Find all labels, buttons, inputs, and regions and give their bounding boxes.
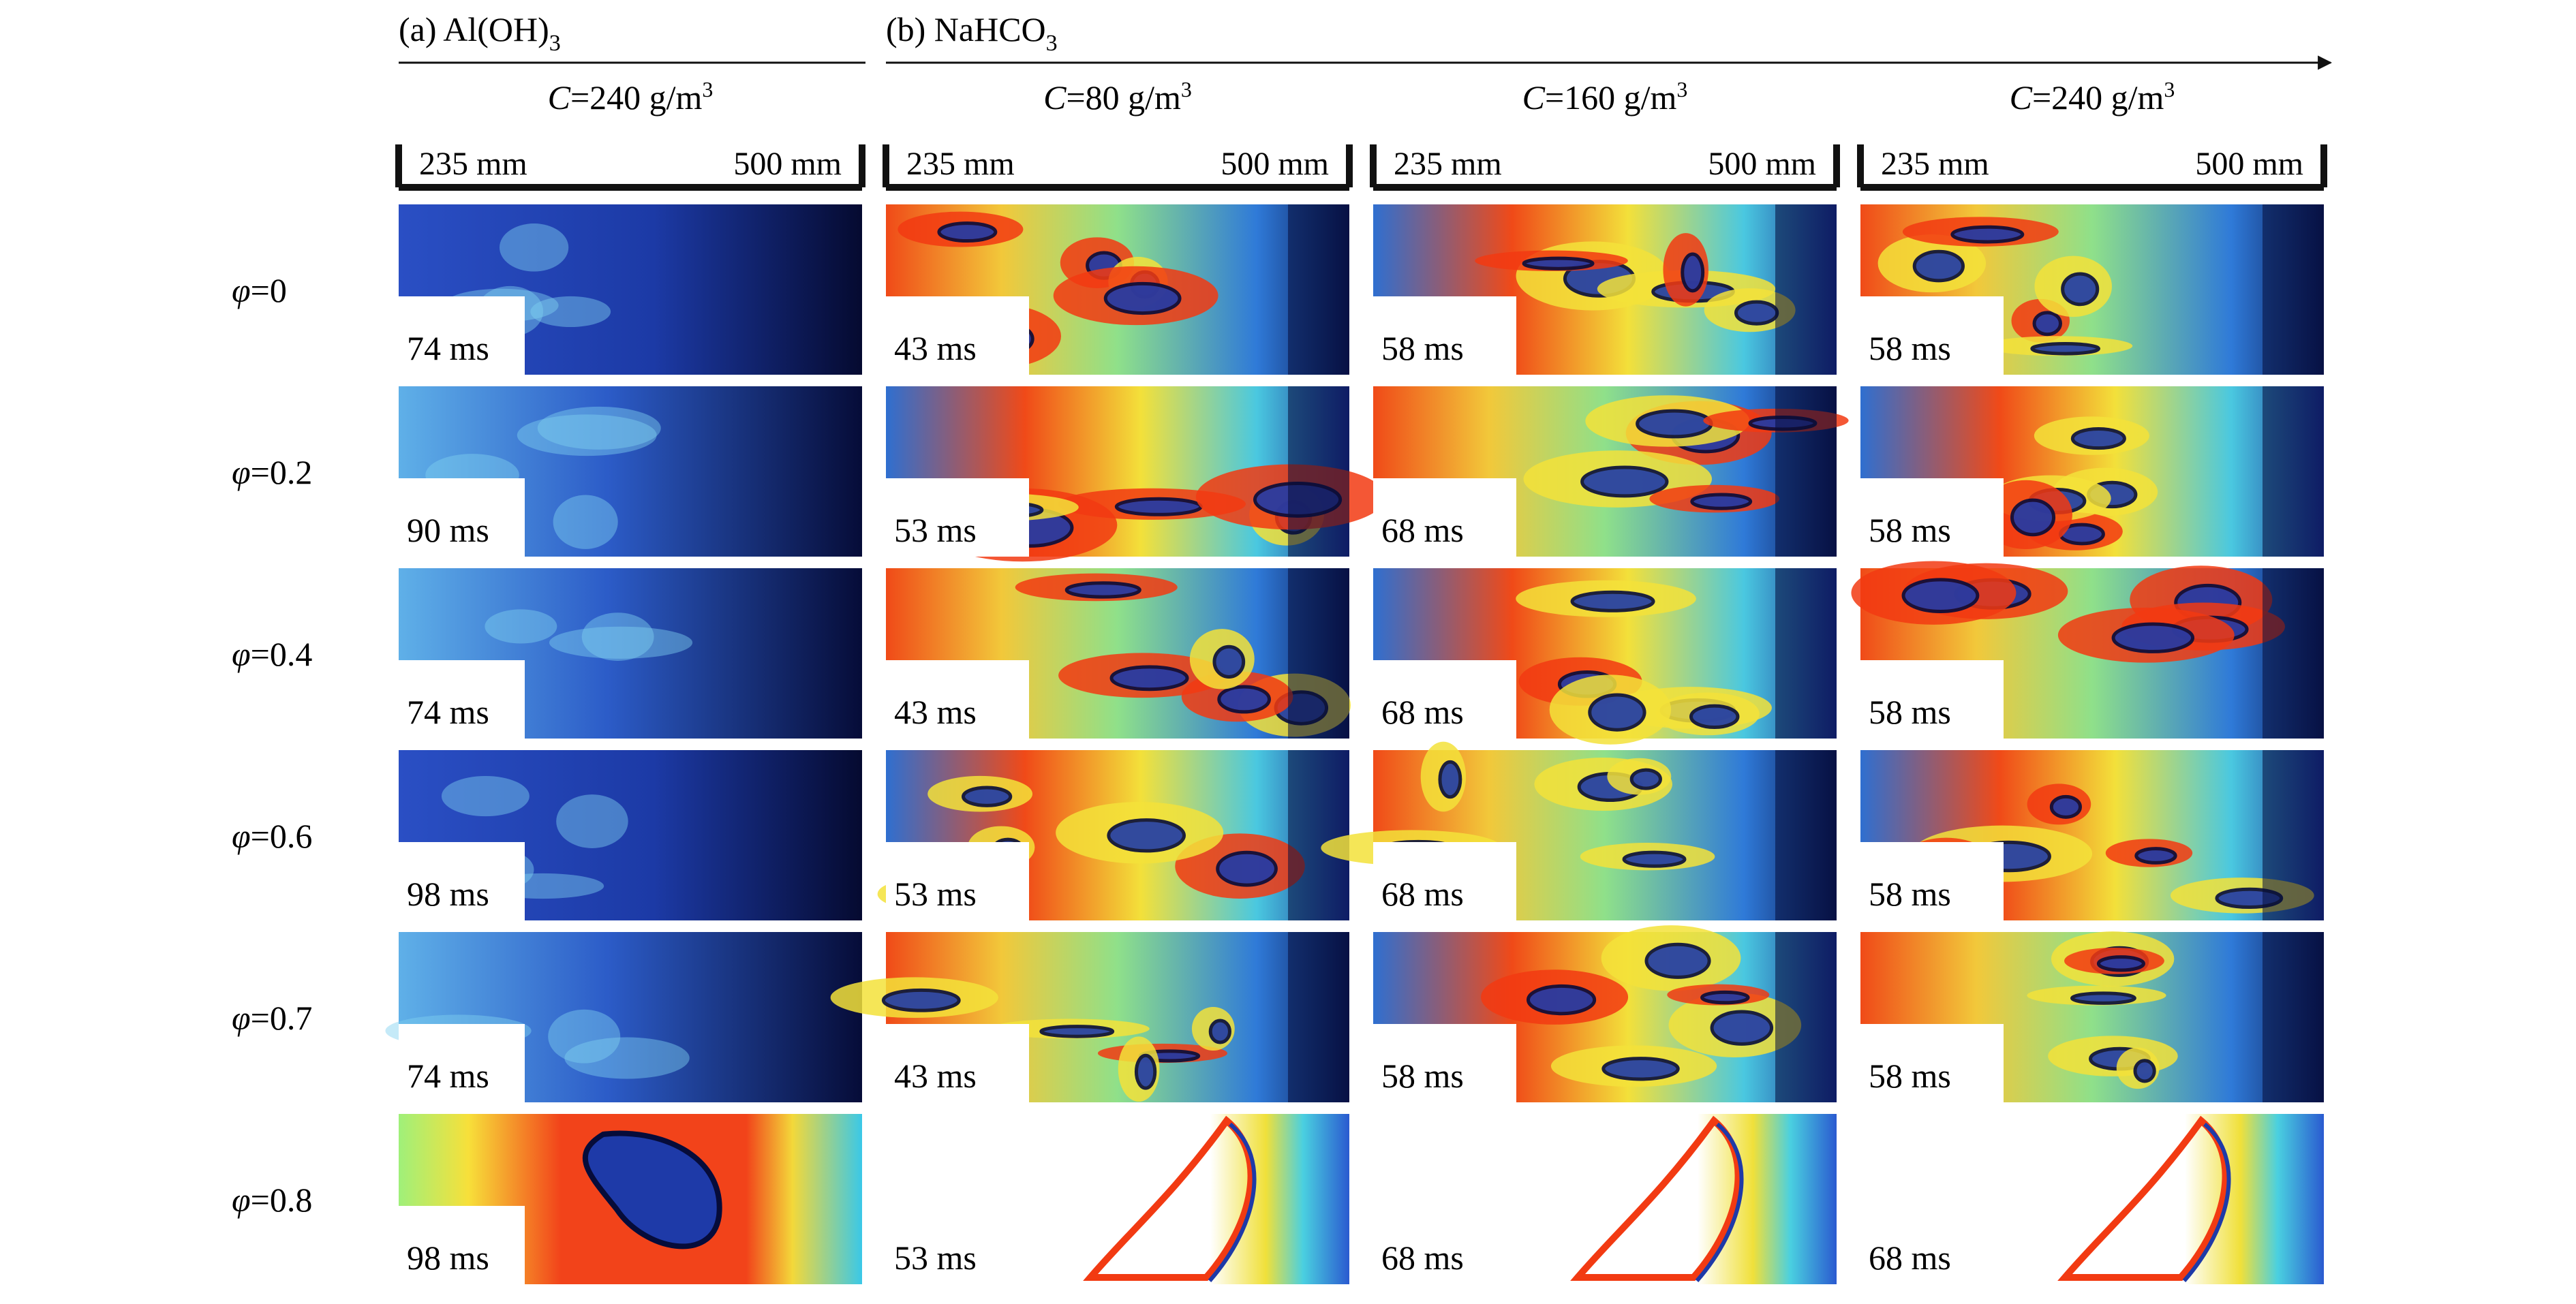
thermal-image <box>399 386 862 557</box>
time-label: 74 ms <box>407 693 489 731</box>
thermal-image <box>886 568 1351 739</box>
time-label: 53 ms <box>894 875 977 913</box>
time-label: 58 ms <box>1381 1057 1464 1095</box>
thermal-image <box>1373 204 1837 375</box>
time-label: 98 ms <box>407 875 489 913</box>
scale-label-left: 235 mm <box>1881 146 1989 182</box>
time-label: 90 ms <box>407 511 489 549</box>
thermal-image <box>1321 741 1837 920</box>
scale-label-left: 235 mm <box>1394 146 1502 182</box>
scale-bracket <box>395 144 865 191</box>
thermal-image <box>830 932 1349 1102</box>
concentration-label: C=80 g/m3 <box>1043 77 1192 117</box>
thermal-image <box>886 1114 1349 1284</box>
time-label: 58 ms <box>1869 1057 1951 1095</box>
phi-label: φ=0.6 <box>232 817 312 855</box>
scale-label-left: 235 mm <box>419 146 527 182</box>
thermal-image <box>1373 386 1849 557</box>
thermal-image <box>1373 925 1837 1102</box>
phi-label: φ=0.7 <box>232 999 312 1037</box>
image-grid: C=240 g/m3 235 mm 500 mm C=80 g/m3 235 mm 500… <box>232 77 2327 1284</box>
thermal-image <box>1851 561 2324 739</box>
thermal-image <box>399 204 862 375</box>
thermal-image <box>1860 204 2324 375</box>
time-label: 58 ms <box>1869 511 1951 549</box>
thermal-image <box>1860 1114 2324 1284</box>
time-label: 58 ms <box>1869 693 1951 731</box>
phi-label: φ=0.4 <box>232 635 312 673</box>
time-label: 58 ms <box>1869 875 1951 913</box>
phi-label: φ=0.2 <box>232 453 312 491</box>
time-label: 74 ms <box>407 1057 489 1095</box>
time-label: 68 ms <box>1381 511 1464 549</box>
thermal-image <box>1373 568 1837 745</box>
thermal-image <box>886 204 1349 375</box>
thermal-image <box>1860 931 2324 1102</box>
scale-label-left: 235 mm <box>906 146 1015 182</box>
thermal-image <box>399 568 862 739</box>
thermal-image <box>385 932 862 1102</box>
scale-label-right: 500 mm <box>2195 146 2303 182</box>
thermal-image <box>877 750 1349 920</box>
phi-label: φ=0 <box>232 271 287 309</box>
scale-bracket <box>1857 144 2327 191</box>
panel-a-label: (a) Al(OH)3 <box>399 10 561 56</box>
concentration-label: C=160 g/m3 <box>1522 77 1688 117</box>
time-label: 68 ms <box>1381 1239 1464 1277</box>
time-label: 53 ms <box>894 1239 977 1277</box>
time-label: 58 ms <box>1869 329 1951 367</box>
scale-bracket <box>883 144 1353 191</box>
thermal-image <box>886 386 1386 562</box>
time-label: 43 ms <box>894 329 977 367</box>
scale-label-right: 500 mm <box>733 146 842 182</box>
concentration-label: C=240 g/m3 <box>2010 77 2175 117</box>
phi-label: φ=0.8 <box>232 1181 312 1219</box>
time-label: 68 ms <box>1869 1239 1951 1277</box>
thermal-image <box>1860 386 2324 557</box>
panel-b-label: (b) NaHCO3 <box>886 10 1058 56</box>
time-label: 58 ms <box>1381 329 1464 367</box>
scale-label-right: 500 mm <box>1221 146 1329 182</box>
thermal-image <box>399 750 862 920</box>
concentration-label: C=240 g/m3 <box>548 77 714 117</box>
time-label: 53 ms <box>894 511 977 549</box>
time-label: 43 ms <box>894 693 977 731</box>
time-label: 43 ms <box>894 1057 977 1095</box>
thermal-image <box>1860 750 2324 920</box>
time-label: 68 ms <box>1381 693 1464 731</box>
time-label: 74 ms <box>407 329 489 367</box>
time-label: 68 ms <box>1381 875 1464 913</box>
scale-label-right: 500 mm <box>1708 146 1816 182</box>
scale-bracket <box>1370 144 1840 191</box>
time-label: 98 ms <box>407 1239 489 1277</box>
thermal-image <box>399 1114 862 1284</box>
thermal-image <box>1373 1114 1837 1284</box>
